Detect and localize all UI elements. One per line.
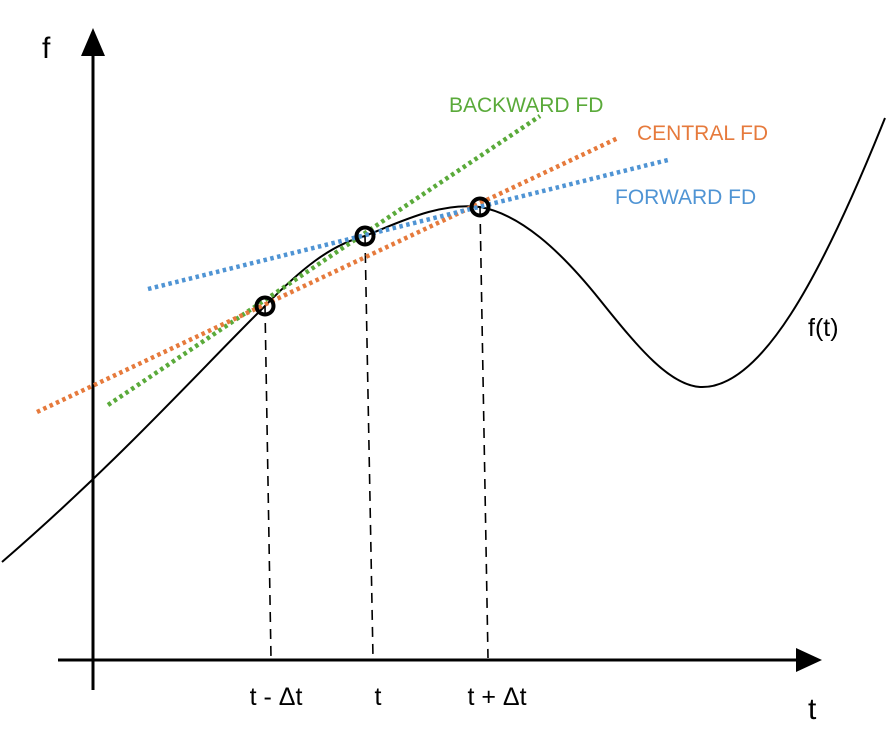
x-axis-label: t: [808, 693, 817, 726]
backward-fd-line: [106, 114, 542, 407]
tick-label-t-plus: t + Δt: [467, 683, 526, 711]
point-t-marker: [354, 225, 376, 247]
central-fd-line: [36, 135, 619, 415]
x-axis-arrow-icon: [796, 648, 822, 672]
forward-fd-line: [147, 157, 669, 292]
y-axis-arrow-icon: [81, 28, 105, 56]
curve-label: f(t): [808, 314, 839, 342]
tick-label-t-minus: t - Δt: [250, 683, 303, 711]
guide-t-minus: [264, 305, 272, 659]
point-t-minus-marker: [254, 295, 276, 317]
backward-fd-label: BACKWARD FD: [449, 94, 603, 117]
point-t-plus-marker: [469, 196, 491, 218]
tick-label-t: t: [375, 683, 382, 711]
y-axis-label: f: [42, 32, 51, 65]
forward-fd-label: FORWARD FD: [615, 186, 756, 209]
function-curve: [1, 117, 886, 563]
guide-t-plus: [479, 206, 489, 659]
central-fd-label: CENTRAL FD: [637, 122, 768, 145]
guide-t: [364, 235, 374, 659]
